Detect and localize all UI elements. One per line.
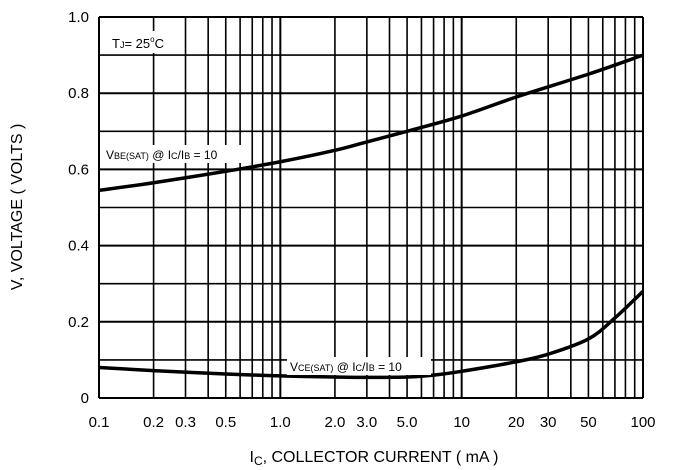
- x-tick-label: 0.2: [143, 414, 164, 431]
- vce-sat-label: VCE(SAT) @ IC/IB = 10: [287, 357, 431, 375]
- y-tick-label: 0: [81, 390, 89, 407]
- x-tick-label: 1.0: [270, 414, 291, 431]
- y-tick-label: 0.4: [68, 238, 89, 255]
- vce-sat-label-text: VCE(SAT) @ IC/IB = 10: [290, 360, 402, 374]
- x-tick-label: 0.3: [175, 414, 196, 431]
- vbe-sat-curve: [98, 53, 644, 193]
- vbe-sat-label-bg: [103, 145, 247, 163]
- y-tick-label: 0.8: [68, 85, 89, 102]
- x-tick-label: 3.0: [356, 414, 377, 431]
- x-tick-label: 2.0: [324, 414, 345, 431]
- x-tick-labels: 0.1 0.2 0.3 0.5 1.0 2.0 3.0 5.0 10 20 30 50 100: [89, 414, 656, 431]
- x-tick-label: 0.1: [89, 414, 110, 431]
- vce-sat-curve: [98, 290, 645, 380]
- y-tick-labels: 0 0.2 0.4 0.6 0.8 1.0: [68, 9, 89, 407]
- x-tick-label: 10: [453, 414, 470, 431]
- curves: [98, 53, 645, 380]
- vbe-sat-label-text: VBE(SAT) @ IC/IB = 10: [106, 148, 218, 162]
- vbe-sat-label: VBE(SAT) @ IC/IB = 10: [103, 145, 247, 163]
- y-tick-label: 1.0: [68, 9, 89, 26]
- temperature-label: TJ= 25oC: [112, 35, 164, 51]
- x-tick-label: 50: [580, 414, 597, 431]
- vce-sat-label-bg: [287, 357, 431, 375]
- x-tick-label: 30: [540, 414, 557, 431]
- temperature-annotation-bg: [106, 31, 184, 53]
- temperature-annotation: TJ= 25oC: [106, 31, 184, 53]
- x-tick-label: 20: [508, 414, 525, 431]
- x-axis-title: IC, COLLECTOR CURRENT ( mA ): [249, 449, 498, 468]
- y-axis-title: V, VOLTAGE ( VOLTS ): [9, 124, 26, 291]
- grid: [98, 16, 644, 399]
- x-tick-label: 100: [630, 414, 655, 431]
- x-tick-label: 0.5: [215, 414, 236, 431]
- y-tick-label: 0.2: [68, 314, 89, 331]
- y-tick-label: 0.6: [68, 161, 89, 178]
- x-tick-label: 5.0: [397, 414, 418, 431]
